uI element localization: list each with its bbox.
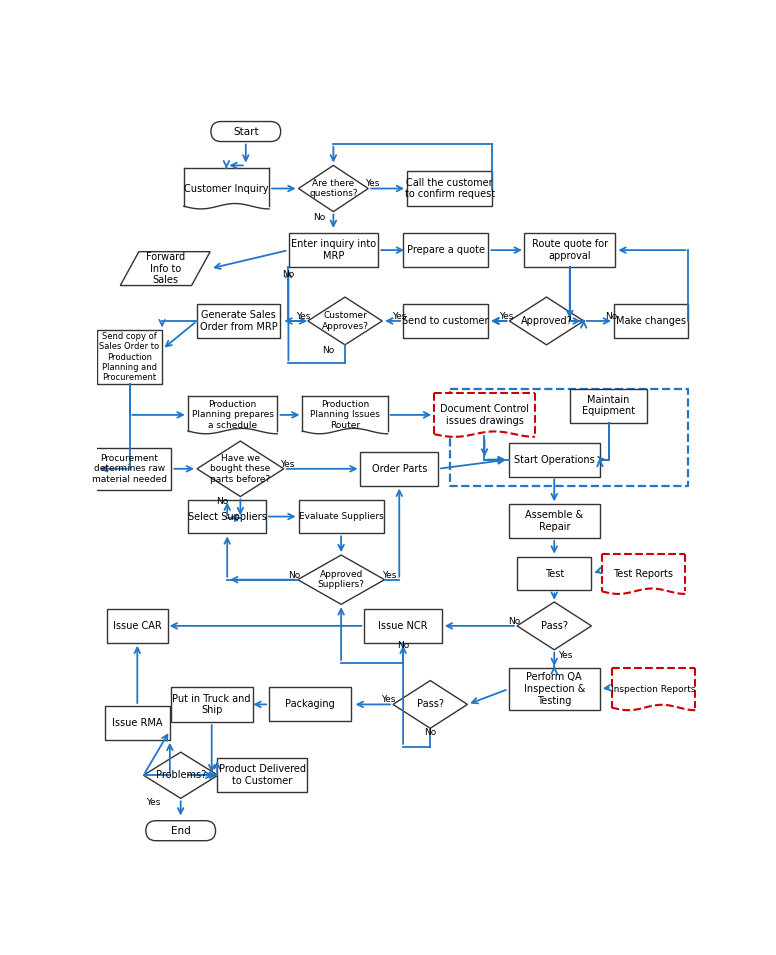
Text: Yes: Yes — [382, 570, 397, 580]
Text: Start: Start — [233, 127, 258, 137]
Text: No: No — [424, 728, 436, 736]
FancyBboxPatch shape — [88, 448, 171, 490]
Polygon shape — [393, 681, 467, 729]
Text: Evaluate Suppliers: Evaluate Suppliers — [299, 512, 383, 521]
Polygon shape — [509, 297, 584, 345]
Text: Route quote for
approval: Route quote for approval — [532, 240, 608, 261]
FancyBboxPatch shape — [508, 504, 600, 538]
Polygon shape — [434, 393, 535, 436]
FancyBboxPatch shape — [524, 233, 615, 267]
Text: Perform QA
Inspection &
Testing: Perform QA Inspection & Testing — [524, 672, 585, 706]
FancyBboxPatch shape — [171, 687, 253, 722]
FancyBboxPatch shape — [570, 389, 647, 423]
Text: No: No — [216, 498, 228, 506]
FancyBboxPatch shape — [189, 499, 266, 534]
Polygon shape — [601, 554, 685, 594]
Text: End: End — [171, 826, 191, 836]
Text: Make changes: Make changes — [616, 316, 686, 326]
Polygon shape — [144, 753, 218, 798]
Text: Procurement
determines raw
material needed: Procurement determines raw material need… — [92, 454, 167, 483]
Polygon shape — [120, 252, 210, 286]
FancyBboxPatch shape — [614, 304, 688, 338]
Text: Inspection Reports: Inspection Reports — [611, 685, 696, 693]
Text: No: No — [282, 270, 295, 279]
Text: No: No — [397, 642, 409, 650]
Text: Yes: Yes — [279, 459, 294, 469]
FancyBboxPatch shape — [508, 442, 600, 477]
Text: Enter inquiry into
MRP: Enter inquiry into MRP — [291, 240, 376, 261]
Polygon shape — [184, 168, 269, 208]
Polygon shape — [308, 297, 383, 345]
Text: Issue NCR: Issue NCR — [379, 621, 428, 631]
Text: Yes: Yes — [381, 695, 396, 704]
Polygon shape — [611, 668, 695, 710]
FancyBboxPatch shape — [211, 121, 281, 141]
FancyBboxPatch shape — [105, 706, 170, 740]
Text: Start Operations: Start Operations — [514, 455, 594, 464]
Polygon shape — [517, 602, 591, 649]
Text: Issue CAR: Issue CAR — [113, 621, 161, 631]
FancyBboxPatch shape — [289, 233, 378, 267]
Text: Maintain
Equipment: Maintain Equipment — [582, 394, 635, 416]
Text: Send copy of
Sales Order to
Production
Planning and
Procurement: Send copy of Sales Order to Production P… — [99, 331, 160, 382]
Text: Issue RMA: Issue RMA — [112, 718, 162, 728]
Text: Are there
questions?: Are there questions? — [309, 179, 358, 199]
Text: Yes: Yes — [146, 798, 160, 808]
Text: Order Parts: Order Parts — [372, 464, 427, 474]
Text: Call the customer
to confirm request: Call the customer to confirm request — [404, 178, 494, 200]
Text: Customer Inquiry: Customer Inquiry — [184, 183, 268, 194]
Text: Select Suppliers: Select Suppliers — [188, 512, 267, 521]
FancyBboxPatch shape — [517, 557, 591, 590]
FancyBboxPatch shape — [403, 233, 488, 267]
FancyBboxPatch shape — [269, 688, 352, 721]
Text: Packaging: Packaging — [286, 699, 335, 710]
Polygon shape — [298, 555, 385, 605]
Polygon shape — [197, 441, 284, 497]
Text: Pass?: Pass? — [417, 699, 444, 710]
Text: Problems?: Problems? — [155, 771, 206, 780]
Text: Put in Truck and
Ship: Put in Truck and Ship — [172, 693, 251, 715]
Text: Send to customer: Send to customer — [403, 316, 489, 326]
FancyBboxPatch shape — [97, 330, 162, 384]
FancyBboxPatch shape — [407, 171, 492, 206]
Text: Production
Planning prepares
a schedule: Production Planning prepares a schedule — [192, 400, 274, 430]
Text: Customer
Approves?: Customer Approves? — [321, 311, 369, 330]
FancyBboxPatch shape — [146, 820, 216, 840]
Text: Forward
Info to
Sales: Forward Info to Sales — [146, 252, 185, 286]
FancyBboxPatch shape — [217, 758, 307, 793]
Text: Yes: Yes — [392, 312, 407, 321]
Text: Yes: Yes — [296, 312, 310, 321]
Polygon shape — [303, 396, 388, 434]
Text: Generate Sales
Order from MRP: Generate Sales Order from MRP — [200, 310, 278, 331]
Polygon shape — [188, 396, 277, 434]
Polygon shape — [299, 165, 369, 212]
Text: Prepare a quote: Prepare a quote — [407, 245, 485, 255]
Text: Yes: Yes — [499, 312, 514, 321]
Text: Approved?: Approved? — [521, 316, 573, 326]
FancyBboxPatch shape — [403, 304, 488, 338]
Text: Assemble &
Repair: Assemble & Repair — [525, 510, 584, 532]
FancyBboxPatch shape — [361, 452, 438, 486]
Text: Test Reports: Test Reports — [613, 568, 674, 579]
Text: Approved
Suppliers?: Approved Suppliers? — [317, 570, 365, 589]
Text: No: No — [605, 312, 617, 321]
Text: Production
Planning Issues
Router: Production Planning Issues Router — [310, 400, 380, 430]
Text: Product Delivered
to Customer: Product Delivered to Customer — [219, 764, 306, 786]
Text: Test: Test — [545, 568, 564, 579]
Text: No: No — [322, 346, 334, 354]
FancyBboxPatch shape — [508, 668, 600, 710]
FancyBboxPatch shape — [107, 609, 168, 643]
Text: Yes: Yes — [365, 180, 379, 188]
FancyBboxPatch shape — [299, 499, 384, 534]
Text: Yes: Yes — [558, 650, 572, 660]
Text: Pass?: Pass? — [541, 621, 568, 631]
Text: Document Control
issues drawings: Document Control issues drawings — [440, 404, 529, 426]
Text: No: No — [314, 213, 326, 223]
FancyBboxPatch shape — [365, 609, 442, 643]
FancyBboxPatch shape — [197, 304, 280, 338]
Text: No: No — [508, 617, 520, 626]
Text: No: No — [289, 570, 301, 580]
Text: Have we
bought these
parts before?: Have we bought these parts before? — [210, 454, 271, 483]
